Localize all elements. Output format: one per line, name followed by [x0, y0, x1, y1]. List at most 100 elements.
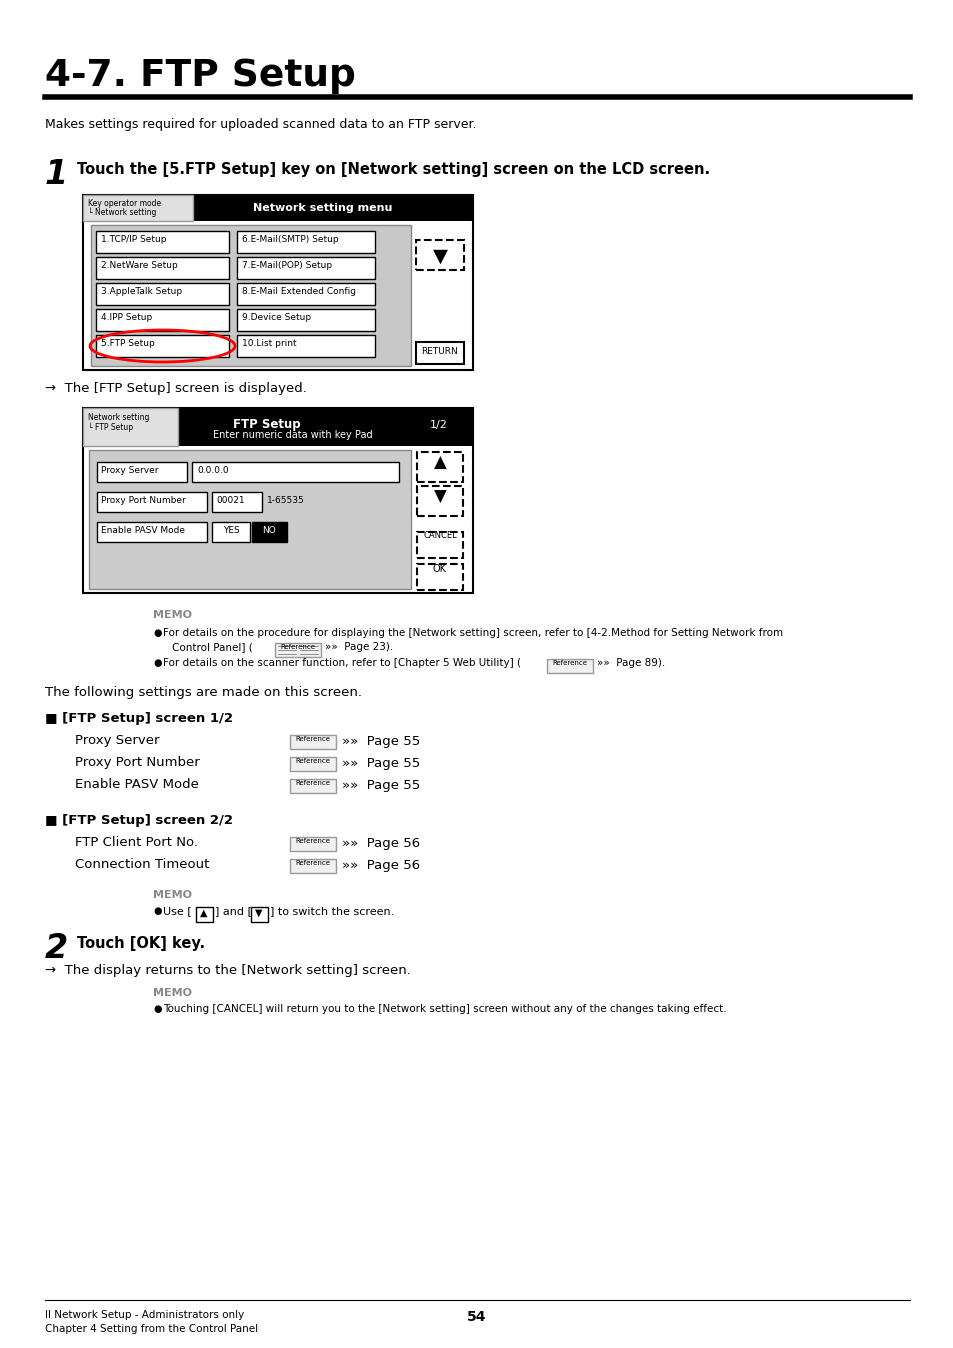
- Bar: [83, 195, 193, 221]
- Bar: [96, 283, 229, 305]
- Text: »»  Page 56: »» Page 56: [341, 837, 419, 851]
- Bar: [195, 907, 213, 922]
- Text: 2.NetWare Setup: 2.NetWare Setup: [101, 262, 177, 270]
- Text: ▲: ▲: [434, 454, 446, 472]
- Text: ▲: ▲: [200, 909, 208, 918]
- Text: »»  Page 56: »» Page 56: [341, 859, 419, 872]
- Text: ▼: ▼: [255, 909, 262, 918]
- Bar: [274, 643, 320, 656]
- Text: MEMO: MEMO: [152, 611, 192, 620]
- Bar: [96, 336, 229, 357]
- Text: ■ [FTP Setup] screen 2/2: ■ [FTP Setup] screen 2/2: [45, 814, 233, 828]
- Text: For details on the procedure for displaying the [Network setting] screen, refer : For details on the procedure for display…: [163, 628, 782, 638]
- Bar: [97, 462, 187, 483]
- Bar: [416, 532, 462, 558]
- Text: ■ [FTP Setup] screen 1/2: ■ [FTP Setup] screen 1/2: [45, 712, 233, 725]
- Text: 5.FTP Setup: 5.FTP Setup: [101, 338, 154, 348]
- Bar: [251, 907, 268, 922]
- Bar: [83, 195, 473, 221]
- Bar: [290, 837, 335, 851]
- Text: Enter numeric data with key Pad: Enter numeric data with key Pad: [213, 430, 373, 439]
- Bar: [97, 492, 207, 512]
- Text: 7.E-Mail(POP) Setup: 7.E-Mail(POP) Setup: [242, 262, 332, 270]
- Text: ●: ●: [152, 1004, 161, 1014]
- Text: »»  Page 55: »» Page 55: [341, 735, 420, 748]
- Text: Proxy Port Number: Proxy Port Number: [75, 756, 199, 768]
- Bar: [416, 342, 463, 364]
- Text: ] to switch the screen.: ] to switch the screen.: [270, 906, 394, 917]
- Text: ▼: ▼: [434, 488, 446, 506]
- Text: MEMO: MEMO: [152, 988, 192, 998]
- Text: Reference: Reference: [552, 661, 587, 666]
- Text: MEMO: MEMO: [152, 890, 192, 900]
- Bar: [212, 522, 250, 542]
- Text: Reference: Reference: [295, 780, 330, 786]
- Bar: [416, 563, 462, 590]
- Text: Enable PASV Mode: Enable PASV Mode: [75, 778, 198, 791]
- Bar: [236, 336, 375, 357]
- Text: ] and [: ] and [: [214, 906, 252, 917]
- Text: 9.Device Setup: 9.Device Setup: [242, 313, 311, 322]
- Bar: [97, 522, 207, 542]
- Text: ▼: ▼: [432, 247, 447, 266]
- Text: For details on the scanner function, refer to [Chapter 5 Web Utility] (: For details on the scanner function, ref…: [163, 658, 520, 669]
- Text: Control Panel] (: Control Panel] (: [172, 642, 253, 652]
- Text: 6.E-Mail(SMTP) Setup: 6.E-Mail(SMTP) Setup: [242, 235, 338, 244]
- Text: NO: NO: [262, 526, 275, 535]
- Text: 3.AppleTalk Setup: 3.AppleTalk Setup: [101, 287, 182, 297]
- Text: Connection Timeout: Connection Timeout: [75, 857, 209, 871]
- Bar: [290, 859, 335, 874]
- Text: Key operator mode: Key operator mode: [88, 200, 161, 208]
- Text: 0.0.0.0: 0.0.0.0: [196, 466, 229, 474]
- Text: Proxy Server: Proxy Server: [75, 735, 159, 747]
- Text: →  The display returns to the [Network setting] screen.: → The display returns to the [Network se…: [45, 964, 411, 977]
- Text: 1/2: 1/2: [430, 421, 448, 430]
- Text: 1-65535: 1-65535: [267, 496, 304, 506]
- Bar: [290, 779, 335, 793]
- Text: YES: YES: [222, 526, 239, 535]
- Bar: [236, 309, 375, 332]
- Text: Touch [OK] key.: Touch [OK] key.: [77, 936, 205, 950]
- Text: II Network Setup - Administrators only: II Network Setup - Administrators only: [45, 1310, 244, 1320]
- Bar: [236, 283, 375, 305]
- Bar: [96, 231, 229, 253]
- Text: ●: ●: [152, 658, 161, 669]
- Text: 8.E-Mail Extended Confiɡ: 8.E-Mail Extended Confiɡ: [242, 287, 355, 297]
- Text: RETURN: RETURN: [421, 346, 457, 356]
- Bar: [96, 309, 229, 332]
- Bar: [89, 450, 411, 589]
- Text: Reference: Reference: [280, 644, 315, 650]
- Text: ●: ●: [152, 906, 161, 917]
- Bar: [91, 225, 411, 367]
- Text: Use [: Use [: [163, 906, 192, 917]
- Text: FTP Setup: FTP Setup: [233, 418, 300, 431]
- Text: »»  Page 55: »» Page 55: [341, 779, 420, 793]
- Bar: [416, 240, 463, 270]
- Text: Reference: Reference: [295, 758, 330, 764]
- Text: Enable PASV Mode: Enable PASV Mode: [101, 526, 185, 535]
- Bar: [290, 758, 335, 771]
- Text: The following settings are made on this screen.: The following settings are made on this …: [45, 686, 361, 700]
- Text: »»  Page 89).: »» Page 89).: [597, 658, 664, 669]
- Bar: [546, 659, 593, 673]
- Text: →  The [FTP Setup] screen is displayed.: → The [FTP Setup] screen is displayed.: [45, 381, 307, 395]
- Bar: [192, 462, 398, 483]
- Text: Reference: Reference: [295, 860, 330, 865]
- Text: 4-7. FTP Setup: 4-7. FTP Setup: [45, 58, 355, 94]
- Bar: [290, 735, 335, 749]
- Text: »»  Page 23).: »» Page 23).: [325, 642, 393, 652]
- Text: »»  Page 55: »» Page 55: [341, 758, 420, 770]
- Bar: [83, 408, 178, 446]
- Bar: [83, 408, 473, 593]
- Text: 10.List print: 10.List print: [242, 338, 296, 348]
- Text: Chapter 4 Setting from the Control Panel: Chapter 4 Setting from the Control Panel: [45, 1324, 258, 1335]
- Bar: [416, 452, 462, 483]
- Bar: [83, 408, 473, 446]
- Text: 54: 54: [467, 1310, 486, 1324]
- Bar: [236, 257, 375, 279]
- Text: 1.TCP/IP Setup: 1.TCP/IP Setup: [101, 235, 167, 244]
- Text: Network setting: Network setting: [88, 412, 150, 422]
- Bar: [83, 195, 473, 369]
- Text: CANCEL: CANCEL: [423, 531, 456, 541]
- Text: Network setting menu: Network setting menu: [253, 204, 392, 213]
